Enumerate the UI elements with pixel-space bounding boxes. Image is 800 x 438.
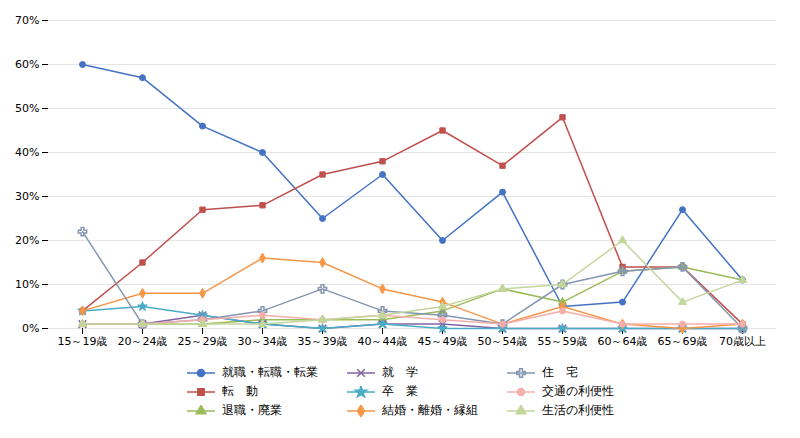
- svg-text:40%: 40%: [15, 146, 39, 159]
- svg-text:25～29歳: 25～29歳: [178, 335, 228, 348]
- html-text:生活の利便性: 生活の利便性: [542, 403, 614, 417]
- svg-text:65～69歳: 65～69歳: [658, 335, 708, 348]
- svg-text:10%: 10%: [15, 278, 39, 291]
- html-text:転 動: 転 動: [222, 384, 258, 398]
- html-text:卒 業: 卒 業: [382, 384, 418, 398]
- svg-text:15～19歳: 15～19歳: [58, 335, 108, 348]
- svg-text:50%: 50%: [15, 102, 39, 115]
- svg-text:70歳以上: 70歳以上: [719, 335, 766, 348]
- html-text:就職・転職・転業: 就職・転職・転業: [222, 365, 318, 379]
- html-text:退職・廃業: 退職・廃業: [222, 403, 282, 417]
- html-text:就 学: 就 学: [382, 365, 418, 379]
- svg-text:50～54歳: 50～54歳: [478, 335, 528, 348]
- svg-text:20～24歳: 20～24歳: [118, 335, 168, 348]
- svg-text:60%: 60%: [15, 58, 39, 71]
- svg-text:30%: 30%: [15, 190, 39, 203]
- html-text:住 宅: 住 宅: [542, 365, 578, 379]
- svg-text:45～49歳: 45～49歳: [418, 335, 468, 348]
- svg-text:30～34歳: 30～34歳: [238, 335, 288, 348]
- svg-text:55～59歳: 55～59歳: [538, 335, 588, 348]
- svg-text:35～39歳: 35～39歳: [298, 335, 348, 348]
- html-text:交通の利便性: 交通の利便性: [542, 384, 614, 398]
- svg-text:60～64歳: 60～64歳: [598, 335, 648, 348]
- svg-text:40～44歳: 40～44歳: [358, 335, 408, 348]
- html-text:結婚・離婚・縁組: 結婚・離婚・縁組: [382, 403, 478, 417]
- svg-text:20%: 20%: [15, 234, 39, 247]
- svg-text:70%: 70%: [15, 14, 39, 27]
- svg-text:0%: 0%: [22, 322, 39, 335]
